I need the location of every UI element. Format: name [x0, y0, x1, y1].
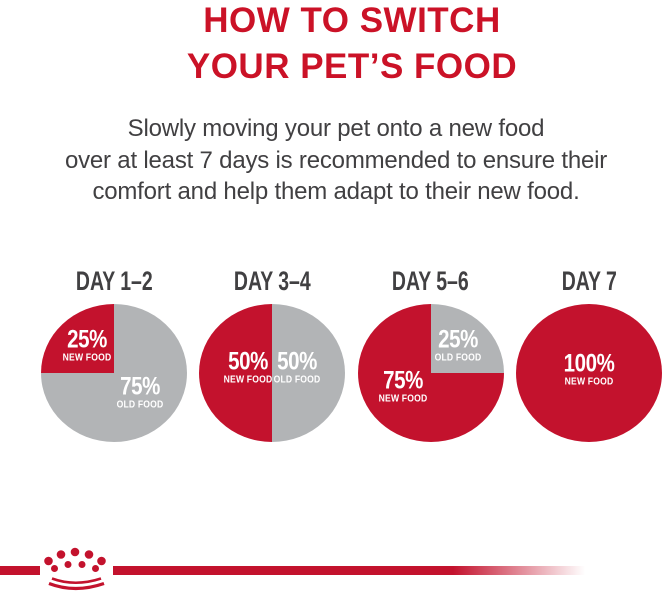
- page-title-line-2: YOUR PET’S FOOD: [186, 47, 518, 86]
- slice-pct: 25%: [437, 325, 478, 354]
- slice-name: NEW FOOD: [564, 375, 614, 388]
- day-1-2-label: DAY 1–2: [75, 265, 153, 296]
- slice-name: NEW FOOD: [378, 392, 428, 405]
- slice-label-new-food-75: 75% NEW FOOD: [378, 366, 428, 405]
- slice-label-new-food-100: 100% NEW FOOD: [563, 349, 615, 388]
- page-title: HOW TO SWITCH YOUR PET’S FOOD: [32, 0, 672, 90]
- slice-pct: 50%: [227, 347, 268, 376]
- day-1-2-column: DAY 1–2 25% NEW FOOD 75% OLD FOOD: [35, 264, 193, 442]
- pie-chart-row: DAY 1–2 25% NEW FOOD 75% OLD FOOD DAY 3–…: [35, 264, 668, 442]
- footer-rule-left-segment: [0, 566, 40, 575]
- slice-pct: 25%: [67, 325, 108, 354]
- slice-pct: 75%: [119, 372, 160, 401]
- day-7-pie-chart: 100% NEW FOOD: [515, 304, 662, 442]
- slice-label-old-food-25: 25% OLD FOOD: [434, 325, 482, 364]
- slice-name: OLD FOOD: [273, 373, 321, 386]
- intro-text-line-3: comfort and help them adapt to their new…: [92, 178, 580, 205]
- slice-label-old-food-75: 75% OLD FOOD: [116, 372, 164, 411]
- day-7-label: DAY 7: [561, 265, 617, 296]
- slice-label-new-food-25: 25% NEW FOOD: [62, 325, 112, 364]
- day-7-column: DAY 7 100% NEW FOOD: [510, 264, 668, 442]
- day-3-4-pie-chart: 50% NEW FOOD 50% OLD FOOD: [199, 304, 346, 442]
- royal-canin-crown-logo-icon: [44, 547, 106, 591]
- day-5-6-column: DAY 5–6 25% OLD FOOD 75% NEW FOOD: [352, 264, 510, 442]
- intro-text-line-2: over at least 7 days is recommended to e…: [64, 146, 608, 174]
- day-5-6-label: DAY 5–6: [392, 265, 469, 296]
- intro-text-line-1: Slowly moving your pet onto a new food: [127, 115, 545, 142]
- day-5-6-pie-chart: 25% OLD FOOD 75% NEW FOOD: [357, 304, 504, 442]
- slice-label-new-food-50: 50% NEW FOOD: [223, 347, 272, 386]
- slice-label-old-food-50: 50% OLD FOOD: [273, 347, 321, 386]
- day-3-4-column: DAY 3–4 50% NEW FOOD 50% OLD FOOD: [193, 264, 351, 442]
- slice-name: OLD FOOD: [434, 351, 482, 364]
- intro-text: Slowly moving your pet onto a new food o…: [0, 113, 672, 208]
- slice-pct: 100%: [563, 349, 615, 378]
- day-1-2-pie-chart: 25% NEW FOOD 75% OLD FOOD: [41, 304, 188, 442]
- day-3-4-label: DAY 3–4: [234, 265, 311, 296]
- slice-name: NEW FOOD: [62, 351, 112, 364]
- page-title-line-1: HOW TO SWITCH: [203, 1, 501, 40]
- footer-rule-right-segment: [113, 566, 585, 575]
- slice-name: NEW FOOD: [223, 373, 272, 386]
- slice-pct: 75%: [382, 366, 423, 395]
- slice-name: OLD FOOD: [116, 398, 164, 411]
- slice-pct: 50%: [277, 347, 318, 376]
